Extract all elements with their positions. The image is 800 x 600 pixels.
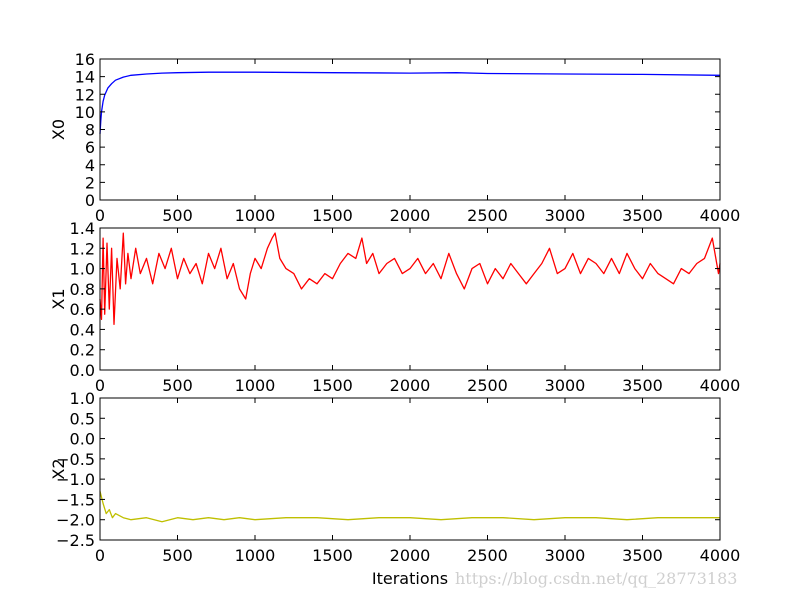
y-tick-label: −2.5 xyxy=(56,531,95,550)
subplot-X1: 0 500 1000 1500 2000 2500 3000 3500 4000 0.00.2 0.… xyxy=(49,219,740,395)
x-tick-label: 2500 xyxy=(467,376,508,395)
x-tick-label: 0 xyxy=(95,546,105,565)
y-tick-label: 2 xyxy=(85,173,95,192)
y-tick-label: −1.5 xyxy=(56,490,95,509)
x-tick-label: 4000 xyxy=(700,546,741,565)
y-tick-label: 1.0 xyxy=(70,260,95,279)
plot-frame xyxy=(99,397,721,541)
y-tick-label: 12 xyxy=(75,85,95,104)
x-tick-label: 3000 xyxy=(545,206,586,225)
y-tick-label: −2.0 xyxy=(56,511,95,530)
x-tick-label: 1000 xyxy=(235,376,276,395)
x-tick-label: 3000 xyxy=(545,546,586,565)
y-tick-label: 14 xyxy=(75,68,95,87)
x-tick-label: 1500 xyxy=(312,206,353,225)
x-tick-label: 500 xyxy=(162,376,193,395)
x-tick-label: 500 xyxy=(162,206,193,225)
y-tick-label: 0.5 xyxy=(70,409,95,428)
x-tick-label: 2500 xyxy=(467,206,508,225)
y-tick-label: 8 xyxy=(85,121,95,140)
series-line-x2-0 xyxy=(99,491,720,523)
x-tick-label: 3500 xyxy=(622,546,663,565)
y-axis-label: X1 xyxy=(49,288,68,309)
x-tick-label: 4000 xyxy=(700,376,741,395)
subplot-X2: 0 500 1000 1500 2000 2500 3000 3500 4000 −2.5−2.0… xyxy=(49,389,740,565)
x-tick-label: 0 xyxy=(95,376,105,395)
x-tick-label: 3500 xyxy=(622,206,663,225)
y-tick-label: 0.2 xyxy=(70,341,95,360)
series-line-x0-0 xyxy=(99,71,721,134)
watermark: https://blog.csdn.net/qq_28773183 xyxy=(455,569,737,588)
y-axis-label: X2 xyxy=(49,458,68,479)
plot-frame xyxy=(99,58,721,201)
y-tick-label: 0 xyxy=(85,191,95,210)
y-tick-label: −0.5 xyxy=(56,450,95,469)
y-tick-label: −1.0 xyxy=(56,470,95,489)
y-tick-label: 4 xyxy=(85,156,95,175)
plot-frame xyxy=(99,227,721,371)
series-line-x1-0 xyxy=(99,232,721,326)
y-tick-label: 0.0 xyxy=(70,361,95,380)
y-tick-label: 10 xyxy=(75,103,95,122)
x-tick-label: 2000 xyxy=(390,376,431,395)
x-tick-label: 3000 xyxy=(545,376,586,395)
y-tick-label: 6 xyxy=(85,138,95,157)
x-tick-label: 4000 xyxy=(700,206,741,225)
x-tick-label: 2000 xyxy=(390,546,431,565)
y-tick-label: 0.4 xyxy=(70,320,95,339)
x-tick-label: 2000 xyxy=(390,206,431,225)
y-tick-label: 0.0 xyxy=(70,430,95,449)
y-tick-label: 0.6 xyxy=(70,300,95,319)
x-tick-label: 1000 xyxy=(235,206,276,225)
y-tick-label: 16 xyxy=(75,50,95,69)
y-tick-label: 1.0 xyxy=(70,389,95,408)
x-axis-label: Iterations xyxy=(372,569,448,588)
x-tick-label: 500 xyxy=(162,546,193,565)
x-tick-label: 0 xyxy=(95,206,105,225)
subplot-X0: 0 500 1000 1500 2000 2500 3000 3500 400002468101… xyxy=(49,50,740,225)
y-tick-label: 1.4 xyxy=(70,219,95,238)
x-tick-label: 1500 xyxy=(312,546,353,565)
x-tick-label: 1500 xyxy=(312,376,353,395)
y-tick-label: 1.2 xyxy=(70,239,95,258)
x-tick-label: 1000 xyxy=(235,546,276,565)
y-tick-label: 0.8 xyxy=(70,280,95,299)
x-tick-label: 3500 xyxy=(622,376,663,395)
y-axis-label: X0 xyxy=(49,119,68,140)
x-tick-label: 2500 xyxy=(467,546,508,565)
